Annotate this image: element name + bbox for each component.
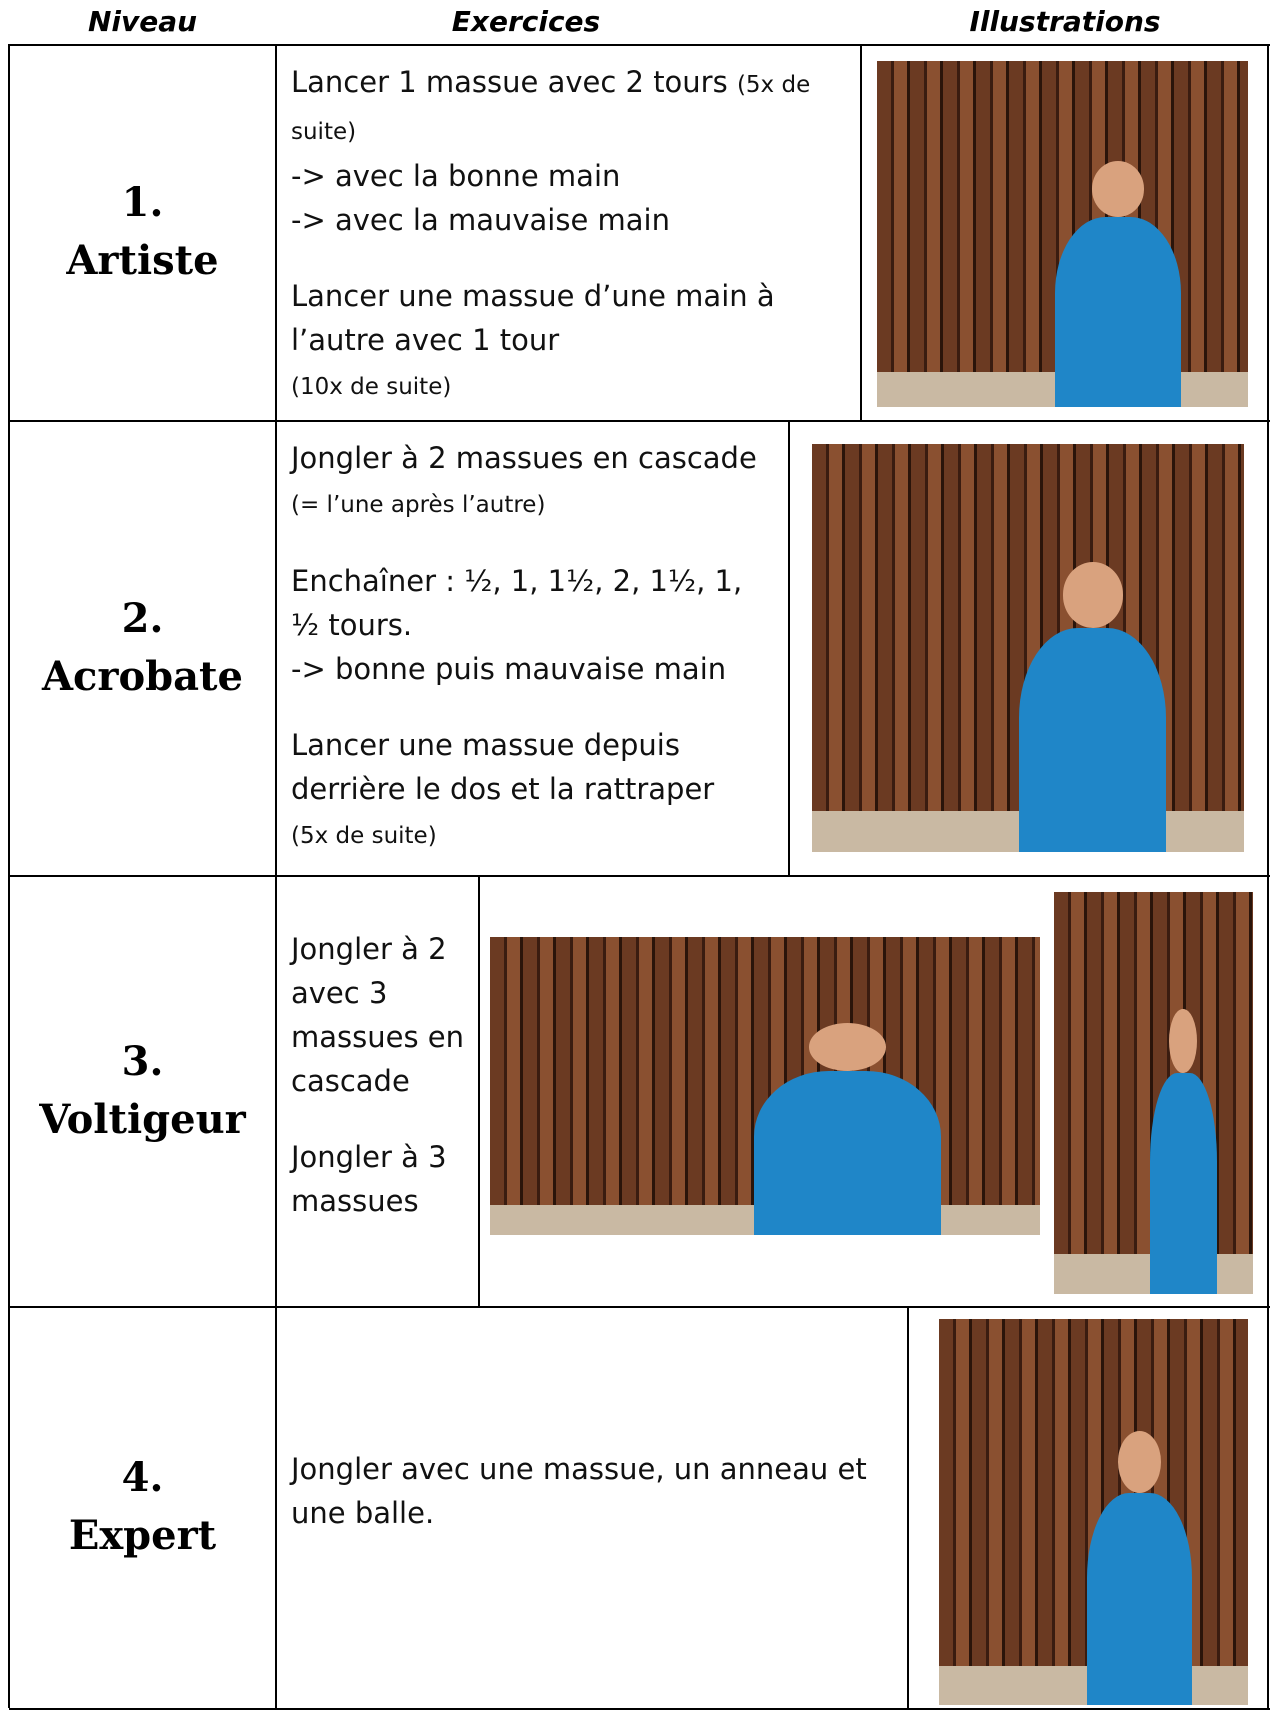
exercise-note: (5x de suite) <box>291 72 811 145</box>
level-number: 2. <box>121 594 164 642</box>
exercise-line: Jongler à 2 massues en cascade <box>291 436 776 480</box>
exercise-text: Lancer une massue d’une main à l’autre a… <box>291 279 775 357</box>
exercise-note: (= l’une après l’autre) <box>291 492 546 518</box>
exercise-text: -> avec la bonne main <box>291 159 621 193</box>
exercise: Jongler à 2 avec 3 massues en cascade <box>291 927 466 1103</box>
level-number: 4. <box>121 1454 164 1501</box>
photo-head <box>1062 562 1124 628</box>
border <box>275 44 277 1708</box>
level-name: Expert <box>68 1512 217 1559</box>
level-number: 1. <box>121 179 164 226</box>
photo-man <box>1087 1492 1193 1705</box>
level-cell: 3. Voltigeur <box>9 875 276 1306</box>
border <box>478 875 480 1306</box>
level-cell: 1. Artiste <box>9 44 276 420</box>
border <box>1267 44 1269 1708</box>
border <box>860 44 862 420</box>
border <box>9 44 1270 46</box>
exercise-cell: Jongler à 2 massues en cascade (= l’une a… <box>277 420 788 875</box>
border <box>788 420 790 875</box>
exercise-line: (= l’une après l’autre) <box>291 480 776 527</box>
exercise-text: Lancer 1 massue avec 2 tours <box>291 65 728 99</box>
photo-head <box>1118 1430 1162 1493</box>
exercise: Lancer 1 massue avec 2 tours (5x de suit… <box>291 60 848 242</box>
level-name: Artiste <box>66 237 219 284</box>
border <box>9 420 1270 422</box>
illustration <box>1054 892 1253 1294</box>
exercise: Lancer une massue depuis derrière le dos… <box>291 723 776 858</box>
exercise-note: (5x de suite) <box>291 823 437 849</box>
photo-head <box>1169 1008 1198 1073</box>
exercise-cell: Lancer 1 massue avec 2 tours (5x de suit… <box>277 44 860 420</box>
illustration <box>812 444 1244 852</box>
level-cell: 2. Acrobate <box>9 420 276 875</box>
photo-man <box>1019 627 1167 852</box>
exercise-cell: Jongler à 2 avec 3 massues en cascade Jon… <box>277 875 478 1306</box>
exercise: Jongler à 2 massues en cascade (= l’une a… <box>291 436 776 527</box>
exercise-line: Lancer une massue d’une main à l’autre a… <box>291 274 848 362</box>
exercise-line: -> avec la bonne main <box>291 154 848 198</box>
border <box>8 44 10 1708</box>
exercise-note: (10x de suite) <box>291 374 452 400</box>
border <box>907 1306 909 1708</box>
exercise-text: -> avec la mauvaise main <box>291 203 670 237</box>
exercise-text: Jongler à 2 avec 3 massues en cascade <box>291 931 465 1098</box>
level-name: Acrobate <box>42 652 243 700</box>
exercise-line: (5x de suite) <box>291 811 776 858</box>
exercise-line: Enchaîner : ½, 1, 1½, 2, 1½, 1, ½ tours. <box>291 559 776 647</box>
photo-man <box>754 1071 941 1235</box>
exercise-text: Jongler à 2 massues en cascade <box>291 441 757 475</box>
exercise-text: Enchaîner : ½, 1, 1½, 2, 1½, 1, ½ tours. <box>291 564 743 642</box>
photo-man <box>1055 216 1182 407</box>
photo-head <box>1092 161 1145 217</box>
exercise-line: -> bonne puis mauvaise main <box>291 647 776 691</box>
exercise: Enchaîner : ½, 1, 1½, 2, 1½, 1, ½ tours.… <box>291 559 776 691</box>
exercise-line: Jongler avec une massue, un anneau et un… <box>291 1447 895 1535</box>
exercise: Lancer une massue d’une main à l’autre a… <box>291 274 848 409</box>
level-cell: 4. Expert <box>9 1306 276 1708</box>
exercise-text: Lancer une massue depuis derrière le dos… <box>291 728 715 806</box>
exercise-line: Lancer une massue depuis derrière le dos… <box>291 723 776 811</box>
illustration <box>490 937 1040 1235</box>
photo-head <box>809 1023 886 1072</box>
illustration <box>939 1319 1248 1705</box>
exercise-cell: Jongler avec une massue, un anneau et un… <box>277 1306 907 1708</box>
exercise-line: Jongler à 3 massues <box>291 1135 466 1223</box>
column-header: Niveau <box>87 5 198 38</box>
border <box>9 1306 1270 1308</box>
exercise-line: Jongler à 2 avec 3 massues en cascade <box>291 927 466 1103</box>
exercise-line: Lancer 1 massue avec 2 tours (5x de suit… <box>291 60 848 154</box>
exercise-text: Jongler à 3 massues <box>291 1139 447 1218</box>
exercise: Jongler à 3 massues <box>291 1135 466 1223</box>
column-header: Exercices <box>451 5 601 38</box>
level-number: 3. <box>121 1037 164 1085</box>
photo-man <box>1149 1072 1218 1294</box>
column-header: Illustrations <box>969 5 1161 38</box>
exercise: Jongler avec une massue, un anneau et un… <box>291 1447 895 1535</box>
exercise-text: -> bonne puis mauvaise main <box>291 652 727 686</box>
illustration <box>877 61 1248 407</box>
exercise-text: Jongler avec une massue, un anneau et un… <box>291 1452 867 1530</box>
exercise-line: -> avec la mauvaise main <box>291 198 848 242</box>
level-name: Voltigeur <box>39 1095 246 1143</box>
exercise-line: (10x de suite) <box>291 362 848 409</box>
border <box>9 875 1270 877</box>
